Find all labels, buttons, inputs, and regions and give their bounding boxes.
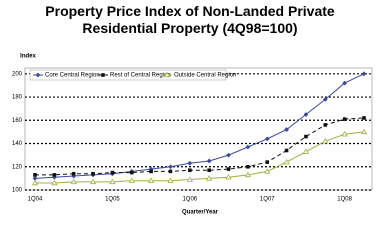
point xyxy=(129,170,134,175)
point xyxy=(342,80,348,86)
x-tick-label: 1Q08 xyxy=(337,197,352,203)
y-axis-label: Index xyxy=(20,54,36,60)
point xyxy=(302,148,310,154)
point xyxy=(31,179,39,186)
point xyxy=(323,123,328,127)
point xyxy=(342,117,347,121)
legend-marker xyxy=(35,72,41,78)
y-tick-label: 160 xyxy=(12,118,23,124)
point xyxy=(245,144,251,150)
point xyxy=(148,177,155,183)
point xyxy=(244,171,251,178)
point xyxy=(226,152,231,158)
point xyxy=(188,168,192,173)
legend-marker xyxy=(163,71,171,78)
plot-area xyxy=(24,67,373,191)
chart: Index Quarter/Year 100 120 140 160 180 200 1Q0… xyxy=(12,54,373,216)
series-line xyxy=(35,131,365,184)
y-tick-label: 140 xyxy=(12,141,23,147)
point xyxy=(304,134,308,139)
point xyxy=(225,174,232,180)
point xyxy=(186,176,193,182)
point xyxy=(322,96,328,102)
point xyxy=(206,175,213,181)
series-line xyxy=(35,117,365,176)
point xyxy=(70,178,77,185)
point xyxy=(148,166,154,172)
point xyxy=(91,171,95,176)
legend-label: Core Central Region xyxy=(45,73,100,79)
legend-label: Rest of Central Region xyxy=(110,73,171,79)
point xyxy=(109,178,116,185)
x-tick-label: 1Q06 xyxy=(182,197,197,203)
point xyxy=(51,174,57,180)
point xyxy=(341,131,348,137)
point xyxy=(168,169,173,174)
series-line xyxy=(34,73,365,179)
legend-marker xyxy=(101,73,105,77)
x-tick-label: 1Q04 xyxy=(28,197,43,203)
point xyxy=(52,173,57,177)
point xyxy=(265,160,270,164)
point xyxy=(322,137,329,144)
point xyxy=(128,177,135,183)
y-tick-label: 180 xyxy=(12,95,23,101)
point xyxy=(168,164,173,170)
point xyxy=(284,148,289,153)
point xyxy=(89,178,97,185)
point xyxy=(303,112,309,117)
point xyxy=(284,127,289,132)
point xyxy=(32,175,38,181)
point xyxy=(206,158,212,164)
point xyxy=(226,167,231,171)
x-tick-label: 1Q07 xyxy=(260,197,275,203)
point xyxy=(149,169,153,174)
point xyxy=(51,179,58,186)
point xyxy=(360,128,368,135)
point xyxy=(246,164,250,169)
point xyxy=(71,171,76,176)
legend-box xyxy=(29,69,227,81)
point xyxy=(361,71,367,77)
point xyxy=(187,160,193,166)
point xyxy=(167,177,174,183)
x-axis-label: Quarter/Year xyxy=(182,210,219,216)
point xyxy=(283,158,290,165)
point xyxy=(264,168,271,174)
point xyxy=(207,168,211,173)
x-tick-label: 1Q05 xyxy=(105,197,120,203)
y-tick-label: 120 xyxy=(12,164,23,170)
legend-label: Outside Central Region xyxy=(174,73,236,79)
y-tick-label: 200 xyxy=(12,71,23,77)
point xyxy=(110,170,115,175)
point xyxy=(362,116,366,120)
y-tick-label: 100 xyxy=(12,188,23,194)
point xyxy=(33,173,37,177)
page: Property Price Index of Non-Landed Priva… xyxy=(12,3,373,216)
point xyxy=(264,136,270,142)
chart-title: Property Price Index of Non-Landed Priva… xyxy=(45,3,335,36)
